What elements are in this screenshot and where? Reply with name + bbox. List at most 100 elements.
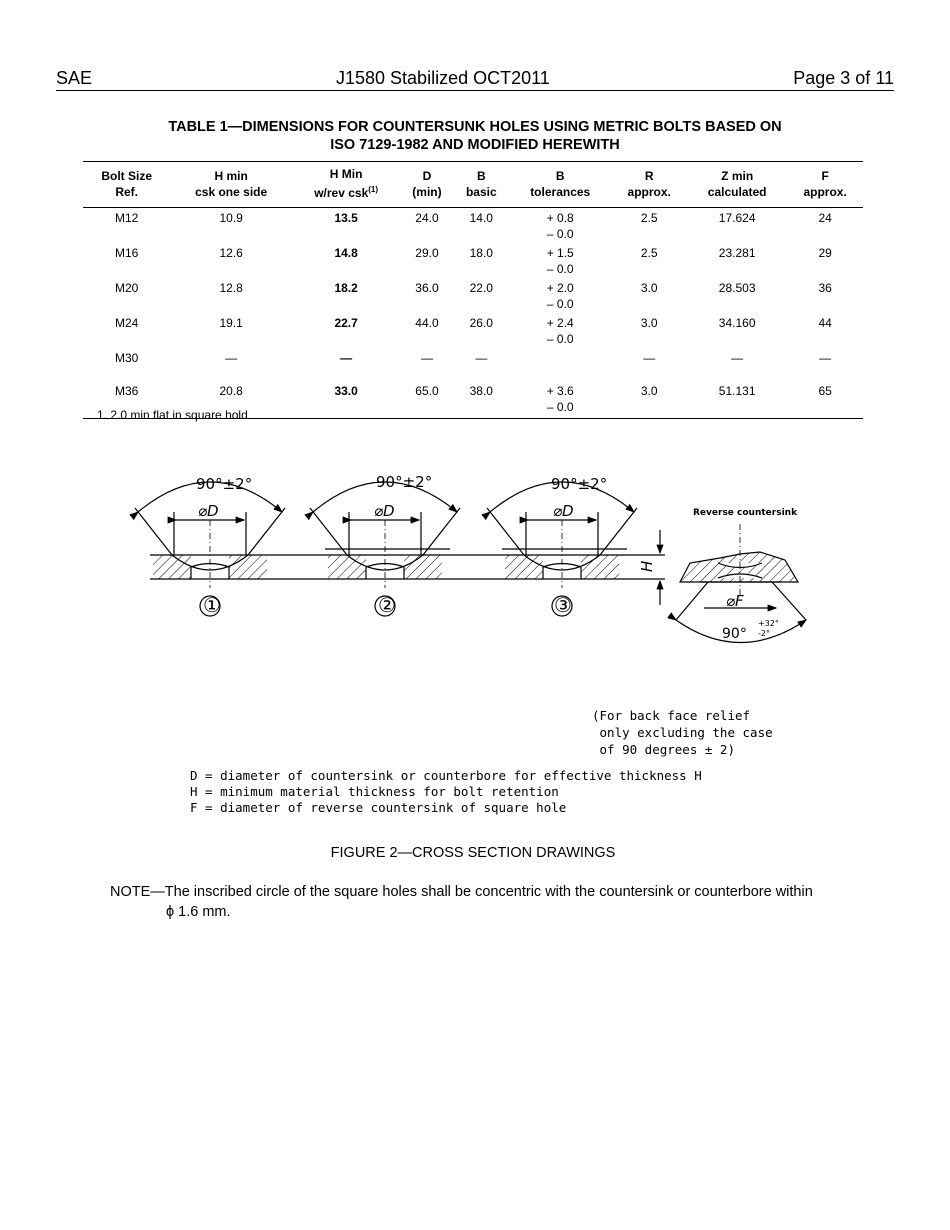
- table-cell: —: [340, 351, 353, 365]
- dimensions-table: Bolt Size Ref. H min csk one side H Min w/rev…: [83, 161, 863, 419]
- plate-section: [404, 555, 442, 579]
- table-cell: + 2.4– 0.0: [546, 316, 574, 346]
- column-header: H min csk one side: [170, 161, 292, 208]
- table-cell: 18.2: [334, 281, 358, 295]
- page-header: SAE J1580 Stabilized OCT2011 Page 3 of 1…: [56, 68, 894, 91]
- header-page-number: Page 3 of 11: [793, 68, 894, 88]
- table-row: M30 — — — — — — —: [83, 348, 863, 381]
- table-cell: 2.5: [640, 211, 658, 225]
- dia-d-label-1: ⌀D: [198, 502, 219, 520]
- table-row: M24 19.1 22.7 44.0 26.0 + 2.4– 0.0 3.0 34.160 44: [83, 313, 863, 348]
- table-cell: 2.5: [640, 246, 658, 260]
- table-cell: 13.5: [334, 211, 358, 225]
- table-cell: 18.0: [469, 246, 493, 260]
- table-cell: 29.0: [415, 246, 439, 260]
- column-header: Z min calculated: [687, 161, 788, 208]
- table-row: M16 12.6 14.8 29.0 18.0 + 1.5– 0.0 2.5 23.281 29: [83, 243, 863, 278]
- table-row: M12 10.9 13.5 24.0 14.0 + 0.8– 0.0 2.5 17.624 24: [83, 208, 863, 244]
- reverse-countersink-label: Reverse countersink: [693, 508, 798, 518]
- table-cell: + 2.0– 0.0: [546, 281, 574, 311]
- table-cell: 65: [787, 381, 863, 419]
- table-cell: 23.281: [718, 246, 756, 260]
- angle-label-2: 90°±2°: [376, 473, 432, 491]
- dia-f-label: ⌀F: [726, 592, 744, 610]
- table-cell: M20: [115, 281, 139, 295]
- header-doc-id: J1580 Stabilized OCT2011: [336, 68, 550, 88]
- column-header: D (min): [400, 161, 454, 208]
- table-cell: 28.503: [718, 281, 756, 295]
- table-cell: —: [819, 351, 832, 365]
- table-footnote: 1. 2.0 min flat in square hold: [97, 408, 248, 422]
- plate-section: [153, 555, 191, 579]
- table-cell: 3.0: [640, 316, 658, 330]
- callout-2: ②: [378, 593, 396, 617]
- plate-section: [328, 555, 366, 579]
- figure-legend: D = diameter of countersink or counterbo…: [190, 768, 702, 815]
- table-cell: —: [475, 351, 488, 365]
- table-cell: —: [225, 351, 238, 365]
- table-cell: 51.131: [687, 381, 788, 419]
- callout-3: ③: [554, 593, 572, 617]
- table-cell: 17.624: [718, 211, 756, 225]
- h-label: H: [638, 561, 656, 572]
- reverse-angle-label: 90°: [722, 626, 747, 642]
- column-header: Bolt Size Ref.: [83, 161, 171, 208]
- table-cell: —: [643, 351, 656, 365]
- table-cell: 26.0: [469, 316, 493, 330]
- table-cell: 65.0: [400, 381, 454, 419]
- table-cell: 38.0: [453, 381, 510, 419]
- table-cell: [509, 348, 611, 381]
- table-cell: 34.160: [718, 316, 756, 330]
- table-cell: + 1.5– 0.0: [546, 246, 574, 276]
- table-cell: 14.0: [469, 211, 493, 225]
- table-cell: M36: [83, 381, 171, 419]
- table-row: M36 20.8 33.0 65.0 38.0 + 3.6– 0.0 3.0 51.131 65: [83, 381, 863, 419]
- table-cell: 44: [818, 316, 832, 330]
- dia-d-label-2: ⌀D: [374, 502, 395, 520]
- note-paragraph: NOTE—The inscribed circle of the square …: [110, 884, 813, 920]
- table-cell: 22.0: [469, 281, 493, 295]
- column-header: H Min w/rev csk(1): [291, 161, 401, 208]
- table-cell: + 0.8– 0.0: [546, 211, 574, 241]
- header-org: SAE: [56, 68, 93, 88]
- table-title: TABLE 1—DIMENSIONS FOR COUNTERSUNK HOLES…: [168, 119, 782, 153]
- table-cell: 3.0: [611, 381, 688, 419]
- cross-section-drawings: 90°±2° 90°±2° 90°±2° ⌀D ⌀D ⌀D ① ② ③ H Re…: [129, 473, 807, 643]
- reverse-tol-minus: -2°: [758, 629, 770, 638]
- table-row: M20 12.8 18.2 36.0 22.0 + 2.0– 0.0 3.0 28.503 36: [83, 278, 863, 313]
- table-cell: + 3.6– 0.0: [509, 381, 612, 419]
- table-cell: 3.0: [640, 281, 658, 295]
- table-cell: M12: [115, 211, 139, 225]
- table-cell: 22.7: [334, 316, 358, 330]
- table-cell: 24.0: [415, 211, 439, 225]
- plate-section: [505, 555, 543, 579]
- table-cell: —: [731, 351, 744, 365]
- reverse-tol-plus: +32°: [758, 619, 779, 628]
- angle-label-3: 90°±2°: [551, 475, 607, 493]
- table-cell: 33.0: [291, 381, 401, 419]
- table-cell: M16: [115, 246, 139, 260]
- table-cell: M30: [115, 351, 139, 365]
- table-cell: 12.6: [219, 246, 243, 260]
- angle-label-1: 90°±2°: [196, 475, 252, 493]
- table-cell: 12.8: [219, 281, 243, 295]
- table-cell: 14.8: [334, 246, 358, 260]
- callout-1: ①: [203, 593, 221, 617]
- table-cell: 10.9: [219, 211, 243, 225]
- back-face-relief-note: (For back face relief only excluding the…: [592, 708, 773, 757]
- figure-caption: FIGURE 2—CROSS SECTION DRAWINGS: [330, 845, 616, 861]
- table-cell: 36: [818, 281, 832, 295]
- table-cell: —: [420, 351, 433, 365]
- dia-d-label-3: ⌀D: [553, 502, 574, 520]
- table-cell: 19.1: [219, 316, 243, 330]
- plate-section: [229, 555, 267, 579]
- table-cell: 20.8: [170, 381, 292, 419]
- plate-section: [581, 555, 619, 579]
- table-cell: M24: [115, 316, 139, 330]
- table-cell: 29: [818, 246, 832, 260]
